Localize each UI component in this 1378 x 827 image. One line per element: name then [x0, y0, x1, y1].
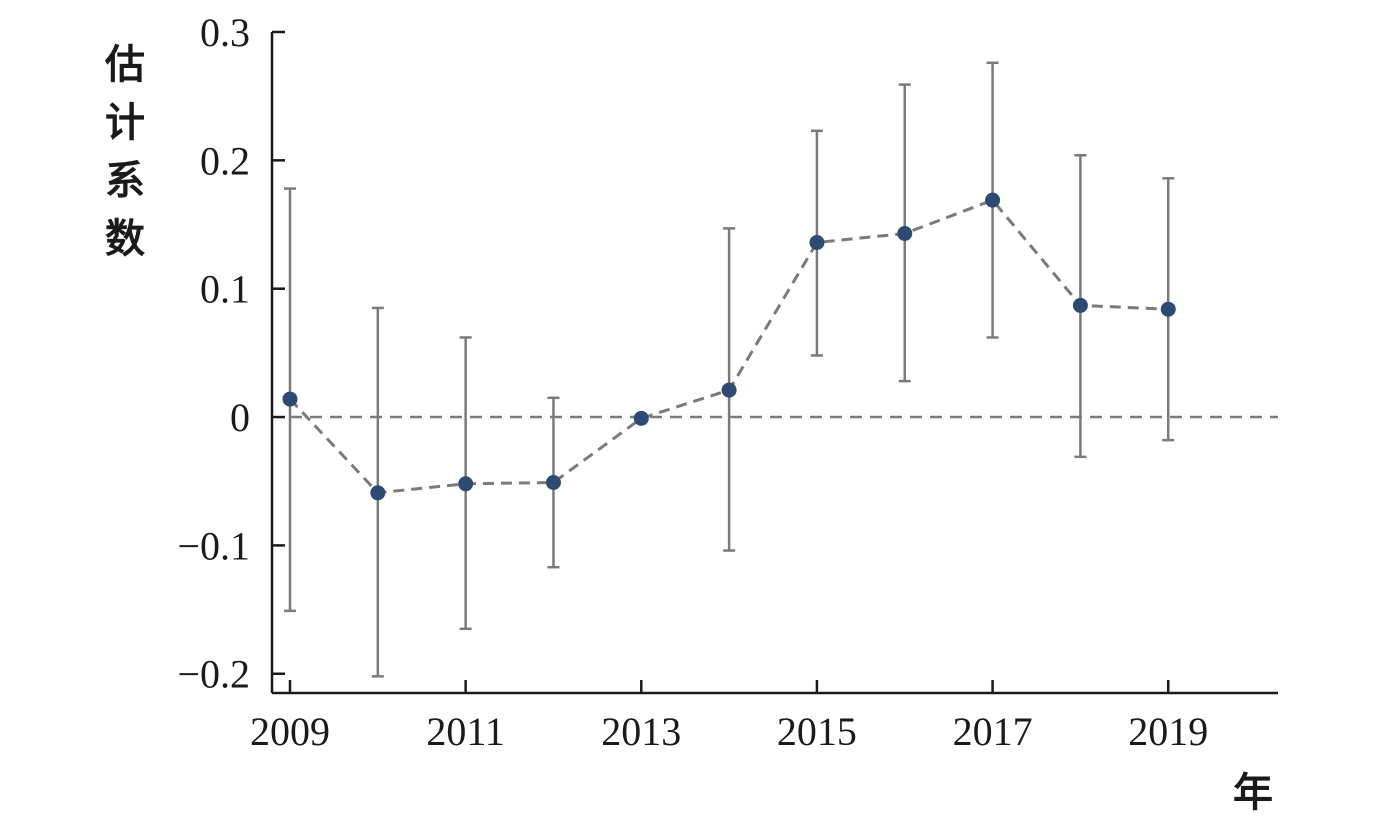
y-tick-label: 0.1 [200, 267, 250, 312]
x-tick-label: 2017 [953, 709, 1033, 754]
data-point [897, 226, 913, 242]
x-tick-label: 2019 [1128, 709, 1208, 754]
data-point [633, 410, 649, 426]
x-tick-label: 2013 [601, 709, 681, 754]
y-tick-label: 0.3 [200, 10, 250, 55]
data-points [282, 192, 1176, 501]
y-tick-label: −0.1 [177, 523, 250, 568]
data-point [458, 476, 474, 492]
x-tick-label: 2011 [426, 709, 505, 754]
error-bars [284, 61, 1175, 678]
data-point [809, 234, 825, 250]
data-point [545, 475, 561, 491]
data-point [985, 192, 1001, 208]
data-point [1072, 297, 1088, 313]
axes [270, 30, 1278, 695]
y-axis-title: 估计系数 [104, 42, 145, 262]
data-point [282, 391, 298, 407]
y-tick-label: 0.2 [200, 138, 250, 183]
x-tick-label: 2009 [250, 709, 330, 754]
x-axis-title: 年 [1233, 770, 1273, 816]
data-point [1160, 301, 1176, 317]
y-tick-label: −0.2 [177, 652, 250, 697]
data-point [721, 382, 737, 398]
y-tick-label: 0 [230, 395, 250, 440]
data-point [370, 485, 386, 501]
x-tick-label: 2015 [777, 709, 857, 754]
